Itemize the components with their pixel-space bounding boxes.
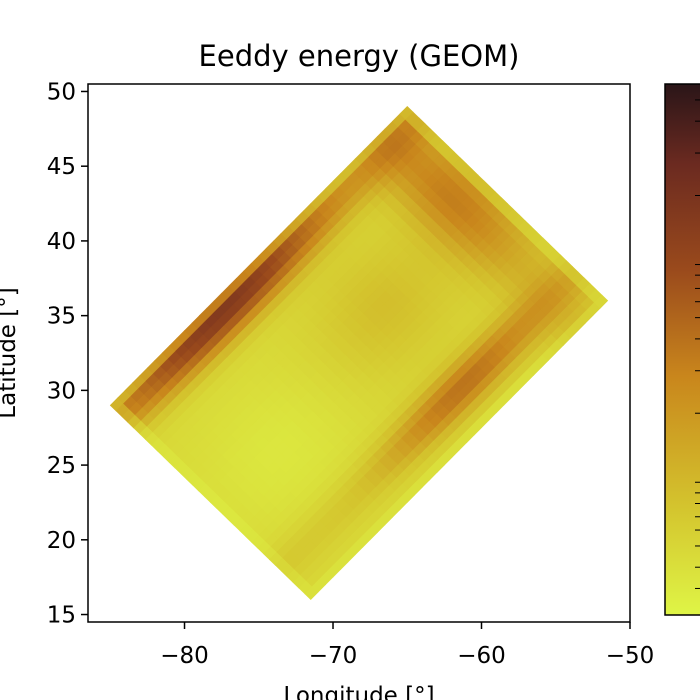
x-tick-label: −50 [606,643,655,669]
heatmap-cells [109,105,609,601]
y-tick-label: 20 [47,528,76,554]
y-axis: 15 20 25 30 35 40 45 50 [47,79,88,629]
x-tick-label: −60 [457,643,506,669]
y-tick-label: 45 [47,154,76,180]
x-axis: −80 −70 −60 −50 [160,622,654,669]
y-axis-label: Latitude [°] [0,287,21,418]
colorbar-ticks [695,99,700,589]
plot-frame [87,83,631,623]
colorbar [664,83,700,616]
y-tick-label: 30 [47,378,76,404]
chart-title: Eeddy energy (GEOM) [199,39,520,73]
x-tick-label: −70 [309,643,358,669]
x-tick-label: −80 [160,643,209,669]
heatmap-cell [593,294,609,309]
y-tick-label: 15 [47,603,76,629]
y-tick-label: 25 [47,453,76,479]
x-axis-label: Longitude [°] [283,683,434,700]
y-tick-label: 40 [47,229,76,255]
y-tick-label: 50 [47,79,76,105]
y-tick-label: 35 [47,304,76,330]
